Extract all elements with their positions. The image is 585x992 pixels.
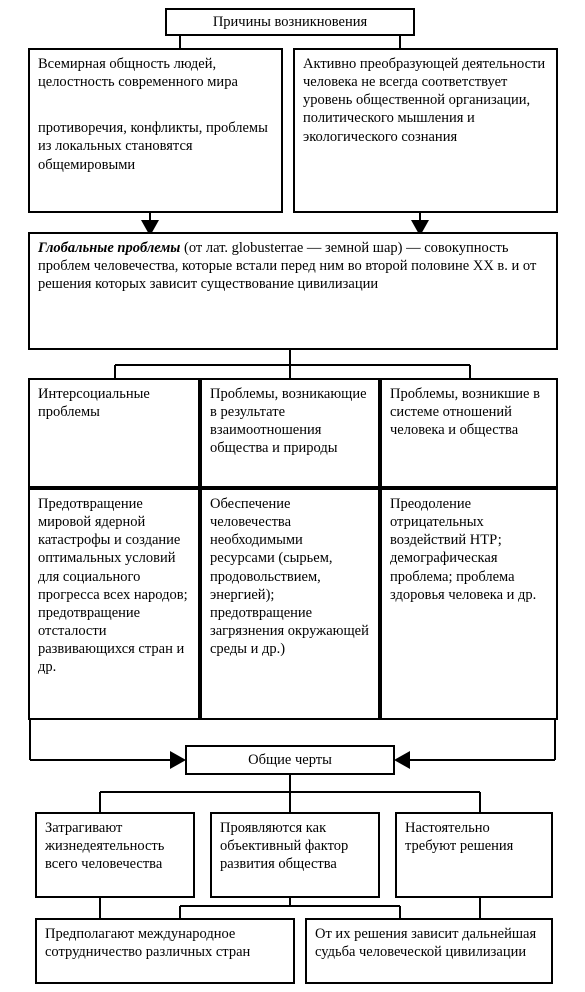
features-title-box: Общие черты <box>185 745 395 775</box>
definition-box: Глобальные проблемы (от лат. globusterra… <box>28 232 558 350</box>
cause-right-box: Активно преобразующей деятельности челов… <box>293 48 558 213</box>
title-box: Причины возникновения <box>165 8 415 36</box>
cat-col2-bot: Обеспечение человечества необходимыми ре… <box>200 488 380 720</box>
cat-col3-bot: Преодоление отрицательных воздействий НТ… <box>380 488 558 720</box>
cause-left-top: Всемирная общность людей, целостность со… <box>38 55 273 91</box>
definition-term: Глобальные проблемы <box>38 240 180 256</box>
title-text: Причины возникновения <box>213 14 367 30</box>
cat-col3-top: Проблемы, возникшие в системе отношений … <box>380 378 558 488</box>
feature-r1c2: Проявляются как объективный фактор разви… <box>210 812 380 898</box>
cat-col1-bot: Предотвращение мировой ядерной катастроф… <box>28 488 200 720</box>
feature-r2c2: От их решения зависит дальнейшая судьба … <box>305 918 553 984</box>
features-title-text: Общие черты <box>248 752 332 768</box>
cause-left-box: Всемирная общность людей, целостность со… <box>28 48 283 213</box>
cat-col1-top: Интерсоциальные проблемы <box>28 378 200 488</box>
feature-r2c1: Предполагают международное сотрудничеств… <box>35 918 295 984</box>
feature-r1c1: Затрагивают жизнедеятельность всего чело… <box>35 812 195 898</box>
feature-r1c3: Настоятельно требуют решения <box>395 812 553 898</box>
cause-left-bottom: противоречия, конфликты, проблемы из лок… <box>38 119 273 173</box>
cat-col2-top: Проблемы, возникающие в результате взаим… <box>200 378 380 488</box>
